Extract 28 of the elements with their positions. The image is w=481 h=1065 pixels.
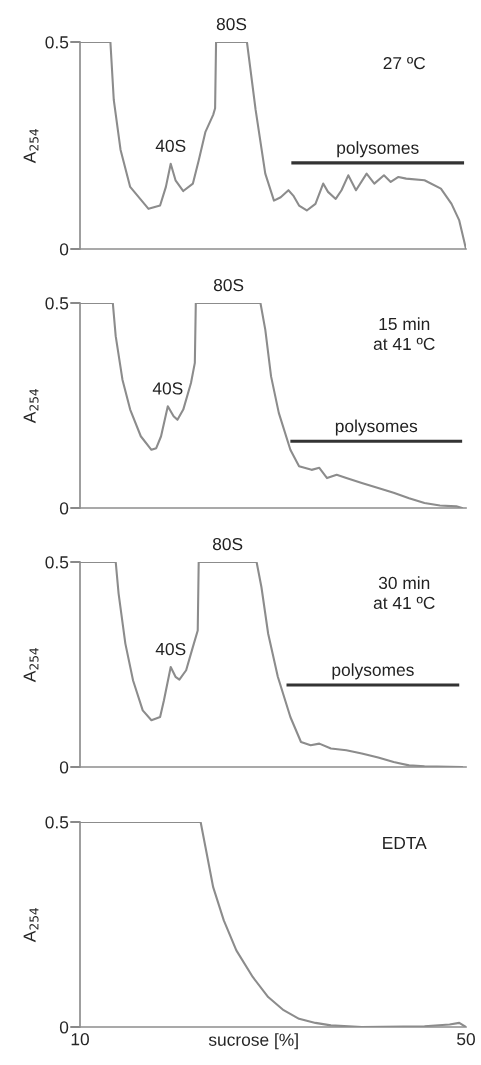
annotation: 15 min at 41 ºC [373, 317, 435, 351]
y-tick-label: 0 [59, 1021, 69, 1034]
series-label: polysomes [335, 419, 418, 436]
annotation: 80S [216, 17, 247, 31]
y-axis-title: A$_{254}$ [23, 647, 39, 683]
y-tick-label: 0.5 [45, 36, 69, 49]
y-axis-title: A$_{254}$ [23, 128, 39, 164]
x-tick-label: 10 [71, 1033, 89, 1046]
annotation: 40S [152, 382, 183, 395]
y-axis-title: A$_{254}$ [23, 907, 39, 943]
series-label: polysomes [332, 663, 414, 680]
annotation: 27 ºC [383, 56, 426, 70]
x-tick-label: 50 [457, 1033, 475, 1046]
y-tick-label: 0 [59, 502, 69, 515]
annotation: 40S [155, 139, 186, 152]
annotation: 80S [213, 278, 244, 292]
y-tick-label: 0 [59, 243, 69, 256]
x-axis-title: sucrose [%] [208, 1033, 298, 1050]
y-axis-title: A$_{254}$ [23, 388, 39, 424]
annotation: 40S [155, 642, 186, 656]
annotation: 30 min at 41 ºC [373, 576, 435, 610]
y-tick-label: 0.5 [45, 297, 69, 310]
y-tick-label: 0 [59, 761, 69, 774]
annotation: 80S [212, 537, 243, 551]
y-tick-label: 0.5 [45, 556, 69, 569]
y-tick-label: 0.5 [45, 816, 69, 829]
series-label: polysomes [337, 141, 419, 158]
annotation: EDTA [383, 836, 427, 849]
